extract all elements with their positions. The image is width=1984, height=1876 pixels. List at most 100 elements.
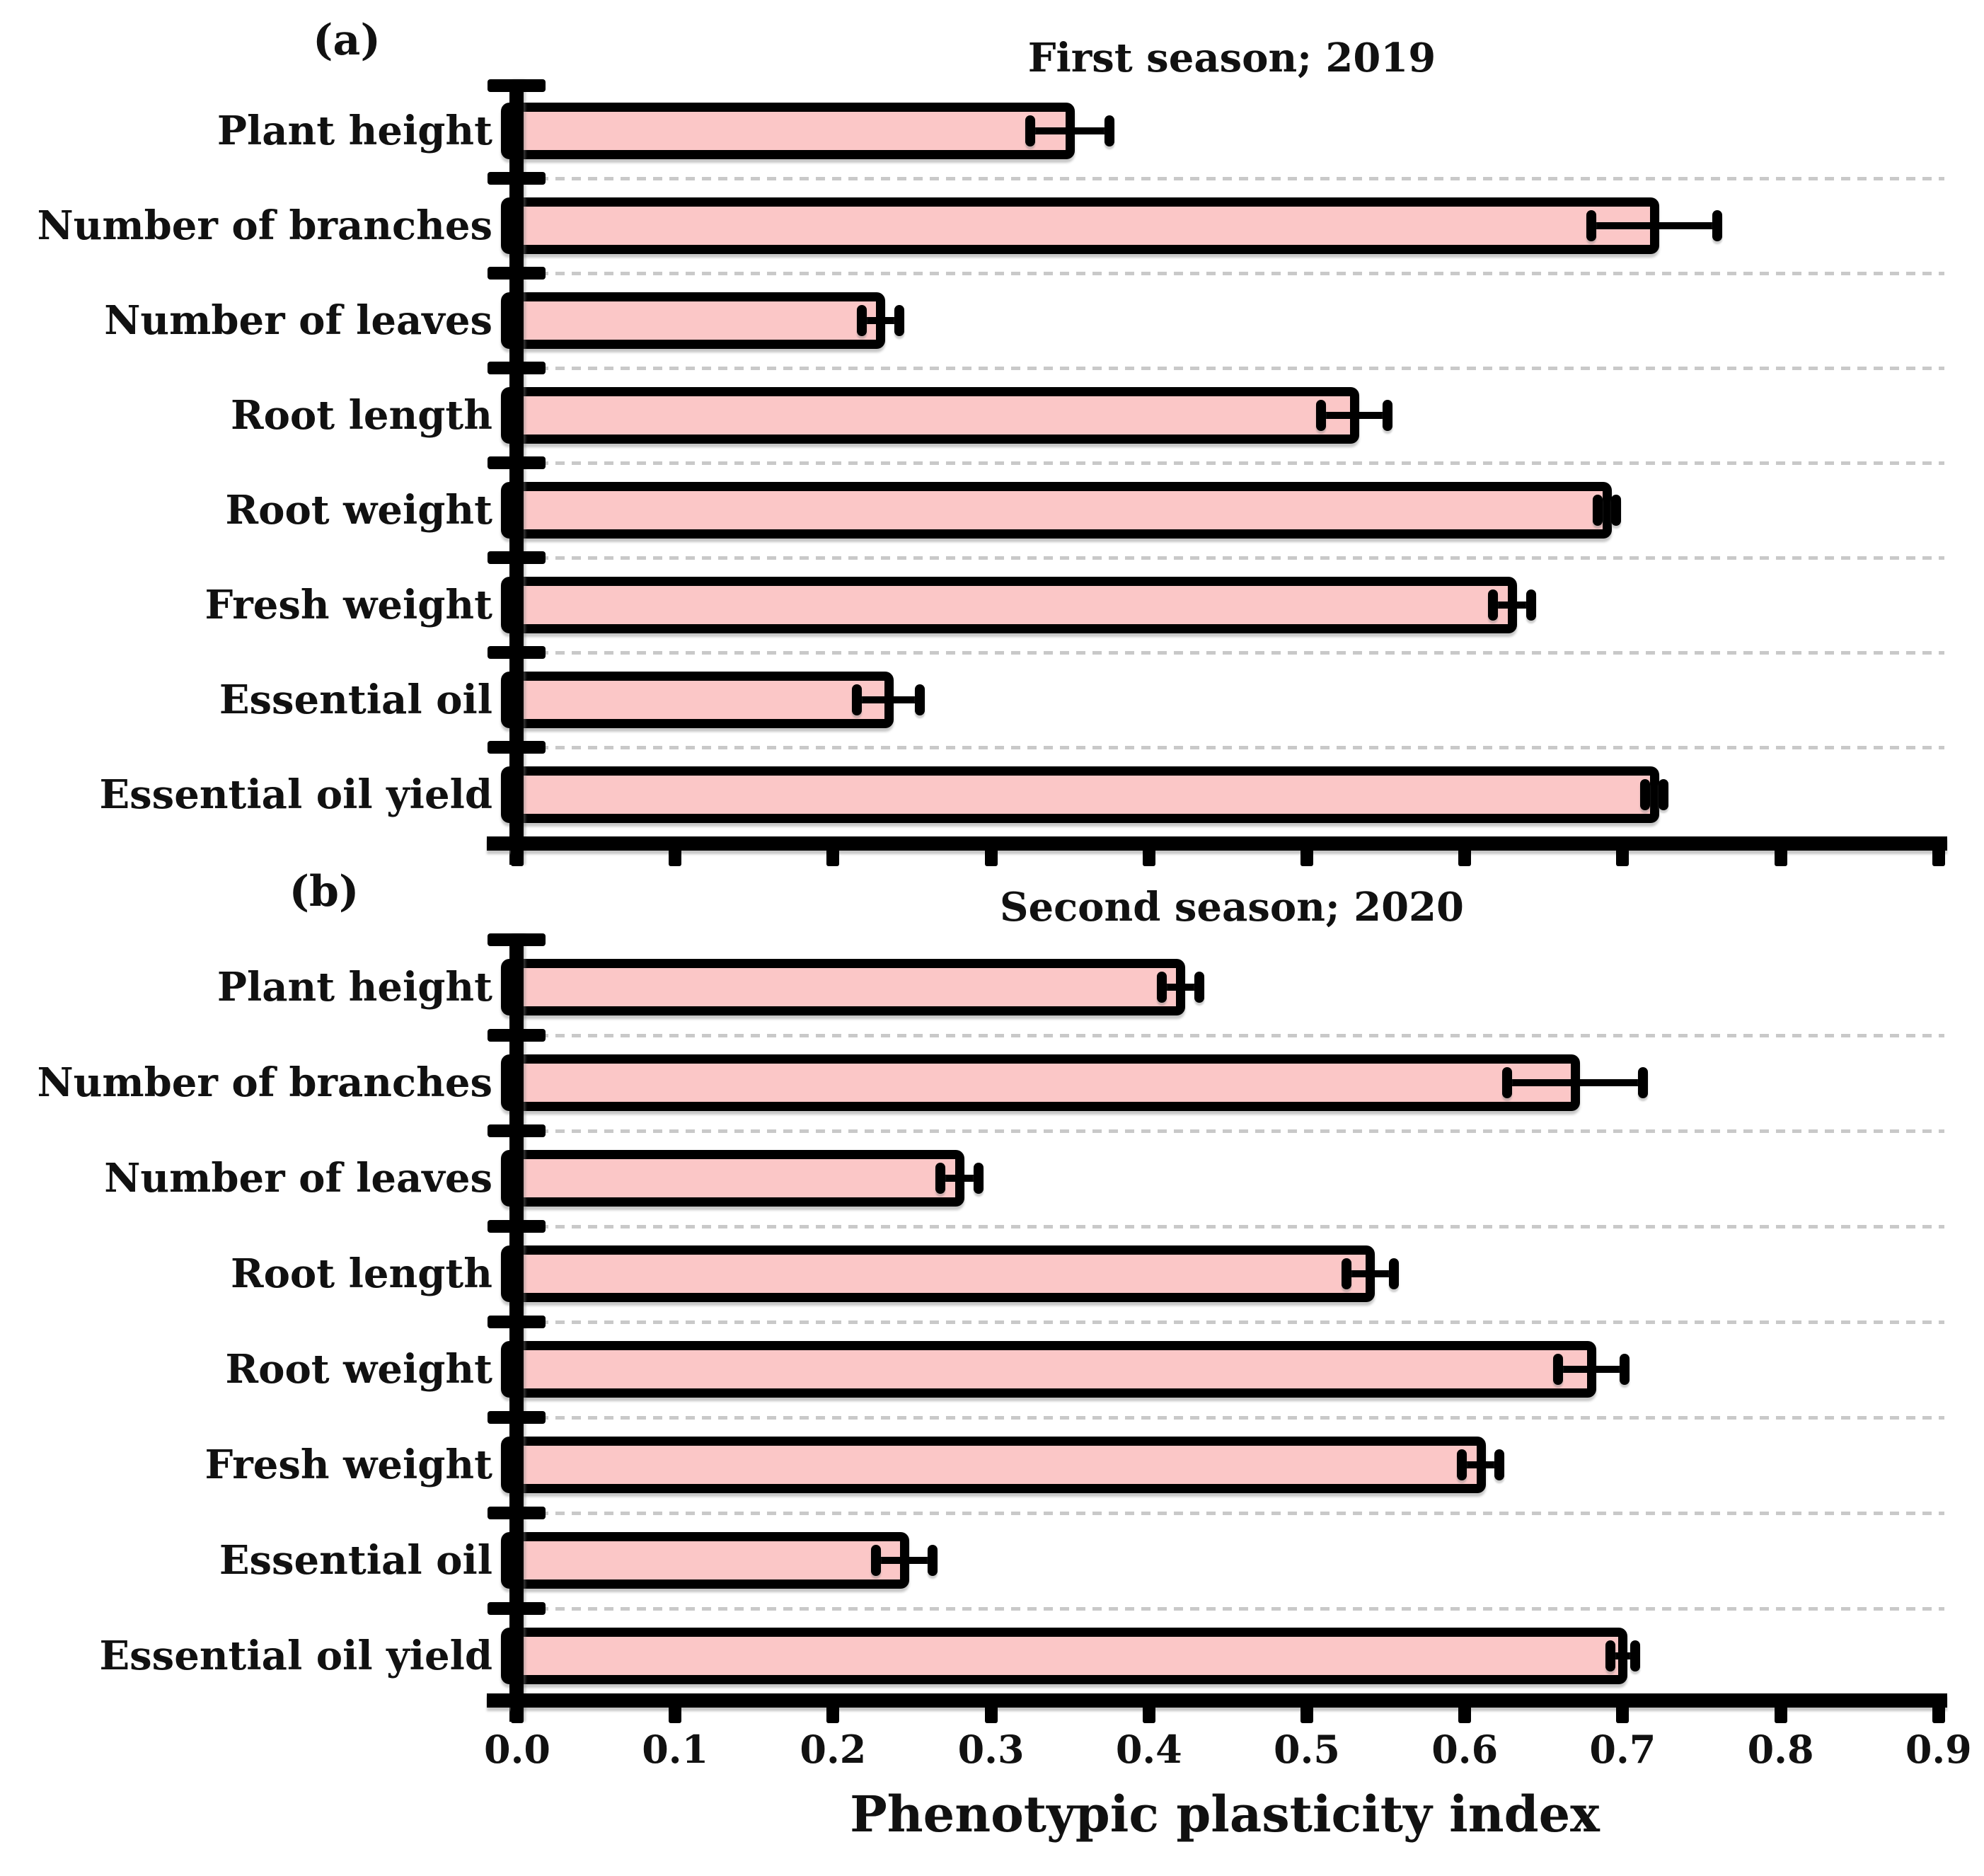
y-axis-tick — [488, 1602, 546, 1615]
category-label: Fresh weight — [204, 582, 493, 628]
bar-number-of-branches — [501, 1054, 1581, 1111]
x-tick-label: 0.1 — [642, 1727, 709, 1772]
x-axis-tick — [669, 1701, 682, 1723]
x-axis-tick — [1774, 1701, 1787, 1723]
bar-number-of-leaves — [501, 1150, 964, 1207]
error-bar-line — [856, 696, 921, 703]
y-axis-tick — [488, 456, 546, 469]
category-separator-gridline — [539, 1607, 1944, 1611]
x-axis-tick — [1458, 844, 1472, 866]
category-label: Root weight — [225, 1346, 492, 1393]
error-bar-line — [1507, 1079, 1644, 1086]
panel-b-letter: (b) — [289, 867, 359, 916]
x-axis-tick — [1616, 844, 1630, 866]
bar-essential-oil-yield — [501, 766, 1660, 823]
error-bar-line — [1346, 1270, 1394, 1277]
y-axis-tick — [488, 551, 546, 564]
x-axis-tick — [984, 844, 998, 866]
category-separator-gridline — [539, 651, 1944, 655]
y-axis-tick — [488, 646, 546, 659]
category-label: Root length — [231, 1250, 492, 1297]
category-separator-gridline — [539, 272, 1944, 275]
x-tick-label: 0.0 — [484, 1727, 550, 1772]
x-axis-tick — [1616, 1701, 1630, 1723]
category-separator-gridline — [539, 1225, 1944, 1228]
x-axis-tick — [1300, 1701, 1313, 1723]
category-label: Root weight — [225, 487, 492, 534]
y-axis-tick — [488, 1316, 546, 1328]
bar-root-length — [501, 1245, 1375, 1302]
error-bar-cap-left — [1341, 1258, 1351, 1289]
bar-fresh-weight — [501, 1437, 1486, 1493]
x-tick-label: 0.5 — [1274, 1727, 1340, 1772]
error-bar-line — [1161, 984, 1200, 991]
x-axis-tick — [984, 1701, 998, 1723]
bar-number-of-leaves — [501, 292, 886, 349]
category-separator-gridline — [539, 1034, 1944, 1037]
x-axis-tick — [1300, 844, 1313, 866]
x-tick-label: 0.6 — [1431, 1727, 1499, 1772]
error-bar-cap-right — [1382, 400, 1392, 431]
x-tick-label: 0.7 — [1589, 1727, 1656, 1772]
category-separator-gridline — [539, 746, 1944, 749]
error-bar-cap-left — [1025, 115, 1036, 146]
x-axis-tick — [826, 844, 840, 866]
error-bar-cap-left — [935, 1163, 946, 1194]
y-axis-tick — [488, 362, 546, 374]
error-bar-line — [875, 1557, 933, 1564]
y-axis-tick — [488, 741, 546, 754]
category-label: Essential oil — [219, 677, 492, 723]
category-separator-gridline — [539, 367, 1944, 370]
x-axis-tick — [669, 844, 682, 866]
bar-essential-oil — [501, 672, 894, 728]
y-axis-tick — [488, 1220, 546, 1233]
category-label: Number of branches — [37, 1059, 492, 1106]
error-bar-cap-left — [851, 684, 862, 715]
error-bar-line — [1461, 1461, 1500, 1468]
category-separator-gridline — [539, 1129, 1944, 1133]
panel-a-title: First season; 2019 — [1027, 35, 1436, 81]
error-bar-cap-right — [1494, 1449, 1505, 1480]
category-separator-gridline — [539, 556, 1944, 560]
error-bar-line — [1644, 791, 1664, 798]
x-axis-title: Phenotypic plasticity index — [850, 1785, 1600, 1843]
x-axis-tick — [511, 1701, 524, 1723]
y-axis-end-cap — [488, 79, 546, 92]
category-label: Essential oil yield — [99, 1633, 492, 1679]
x-tick-label: 0.8 — [1747, 1727, 1814, 1772]
x-axis-tick — [1774, 844, 1787, 866]
x-tick-label: 0.4 — [1115, 1727, 1182, 1772]
bar-essential-oil-yield — [501, 1628, 1628, 1684]
panel-b-title: Second season; 2020 — [1000, 884, 1464, 931]
error-bar-cap-left — [1639, 779, 1650, 810]
bar-root-length — [501, 387, 1359, 444]
y-axis-tick — [488, 267, 546, 280]
error-bar-cap-left — [1502, 1067, 1513, 1098]
error-bar-cap-right — [973, 1163, 984, 1194]
category-label: Number of leaves — [104, 297, 492, 344]
bar-plant-height — [501, 103, 1075, 159]
error-bar-cap-right — [1105, 115, 1114, 146]
error-bar-cap-right — [915, 684, 925, 715]
x-axis-tick — [1142, 844, 1155, 866]
y-axis-end-cap — [488, 933, 546, 946]
x-tick-label: 0.9 — [1905, 1727, 1972, 1772]
error-bar-line — [1557, 1366, 1625, 1373]
category-label: Number of leaves — [104, 1155, 492, 1202]
error-bar-line — [1597, 507, 1617, 514]
error-bar-cap-left — [1156, 972, 1167, 1003]
error-bar-line — [1591, 222, 1718, 229]
error-bar-cap-right — [894, 305, 905, 336]
error-bar-cap-right — [1630, 1640, 1641, 1671]
error-bar-cap-left — [1552, 1354, 1563, 1385]
error-bar-cap-left — [1456, 1449, 1467, 1480]
category-label: Number of branches — [37, 202, 492, 249]
error-bar-cap-right — [1611, 495, 1622, 526]
x-axis-line — [487, 1693, 1947, 1708]
x-tick-label: 0.2 — [800, 1727, 867, 1772]
error-bar-line — [1030, 127, 1109, 134]
category-label: Plant height — [217, 964, 492, 1011]
x-axis-tick — [826, 1701, 840, 1723]
error-bar-cap-right — [1619, 1354, 1630, 1385]
